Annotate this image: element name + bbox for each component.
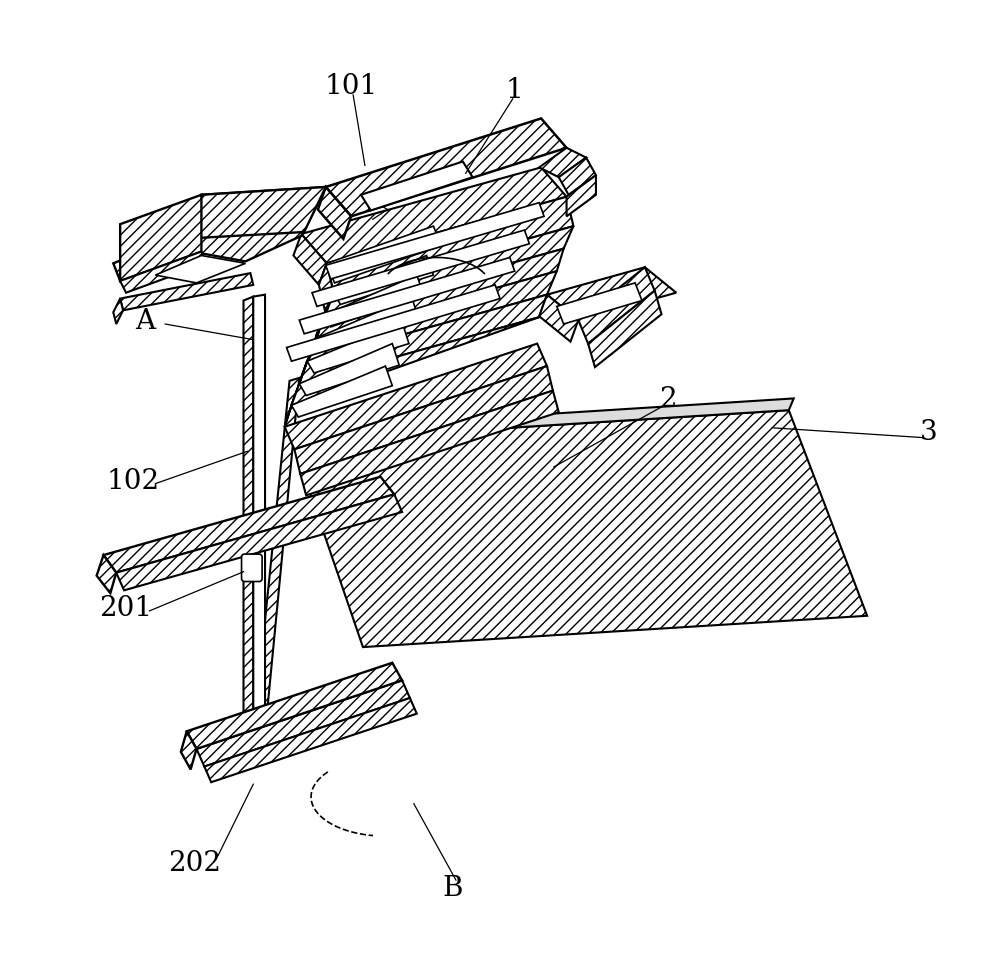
Polygon shape [113,188,326,282]
FancyBboxPatch shape [242,555,262,582]
Polygon shape [285,384,299,427]
Polygon shape [292,411,867,647]
Polygon shape [316,293,334,337]
Text: A: A [136,307,156,334]
Text: 201: 201 [99,595,153,622]
Polygon shape [299,258,515,334]
Polygon shape [187,663,402,749]
Polygon shape [326,119,567,217]
Polygon shape [291,318,539,406]
Polygon shape [309,316,324,360]
Polygon shape [204,698,417,782]
Polygon shape [291,367,392,418]
Polygon shape [244,297,253,745]
Polygon shape [253,295,265,741]
Polygon shape [285,344,547,450]
Polygon shape [116,495,402,591]
Polygon shape [293,235,327,286]
Text: 3: 3 [920,419,938,446]
Polygon shape [292,399,794,442]
Polygon shape [319,264,334,315]
Polygon shape [253,378,299,735]
Polygon shape [539,295,578,342]
Text: 102: 102 [106,467,159,495]
Polygon shape [547,268,676,321]
Polygon shape [588,291,662,368]
Polygon shape [197,681,410,767]
Text: 101: 101 [325,72,378,100]
Polygon shape [120,196,201,282]
Polygon shape [182,188,326,240]
Polygon shape [539,149,586,178]
Polygon shape [287,286,500,362]
Polygon shape [155,256,245,284]
Polygon shape [120,252,206,293]
Polygon shape [301,168,567,264]
Polygon shape [324,227,573,316]
Polygon shape [300,391,559,496]
Polygon shape [317,249,564,338]
Text: 2: 2 [660,385,677,413]
Text: B: B [443,874,463,902]
Polygon shape [291,362,307,406]
Polygon shape [327,227,441,284]
Polygon shape [294,367,553,474]
Polygon shape [120,274,253,311]
Polygon shape [181,732,197,770]
Polygon shape [318,188,351,240]
Polygon shape [104,477,394,573]
Polygon shape [299,338,317,383]
Polygon shape [557,284,642,325]
Polygon shape [559,158,596,196]
Polygon shape [567,176,596,217]
Text: 1: 1 [506,76,524,104]
Polygon shape [324,276,424,328]
Polygon shape [307,323,409,374]
Polygon shape [312,231,529,307]
Text: 202: 202 [168,849,221,876]
Polygon shape [113,299,123,325]
Polygon shape [317,298,419,350]
Polygon shape [361,162,473,211]
Polygon shape [307,272,557,362]
Polygon shape [326,203,544,280]
Polygon shape [201,188,326,252]
Polygon shape [334,256,433,305]
Polygon shape [578,268,655,344]
Polygon shape [299,344,399,396]
Polygon shape [299,295,547,384]
Polygon shape [97,556,116,594]
Polygon shape [327,198,573,293]
